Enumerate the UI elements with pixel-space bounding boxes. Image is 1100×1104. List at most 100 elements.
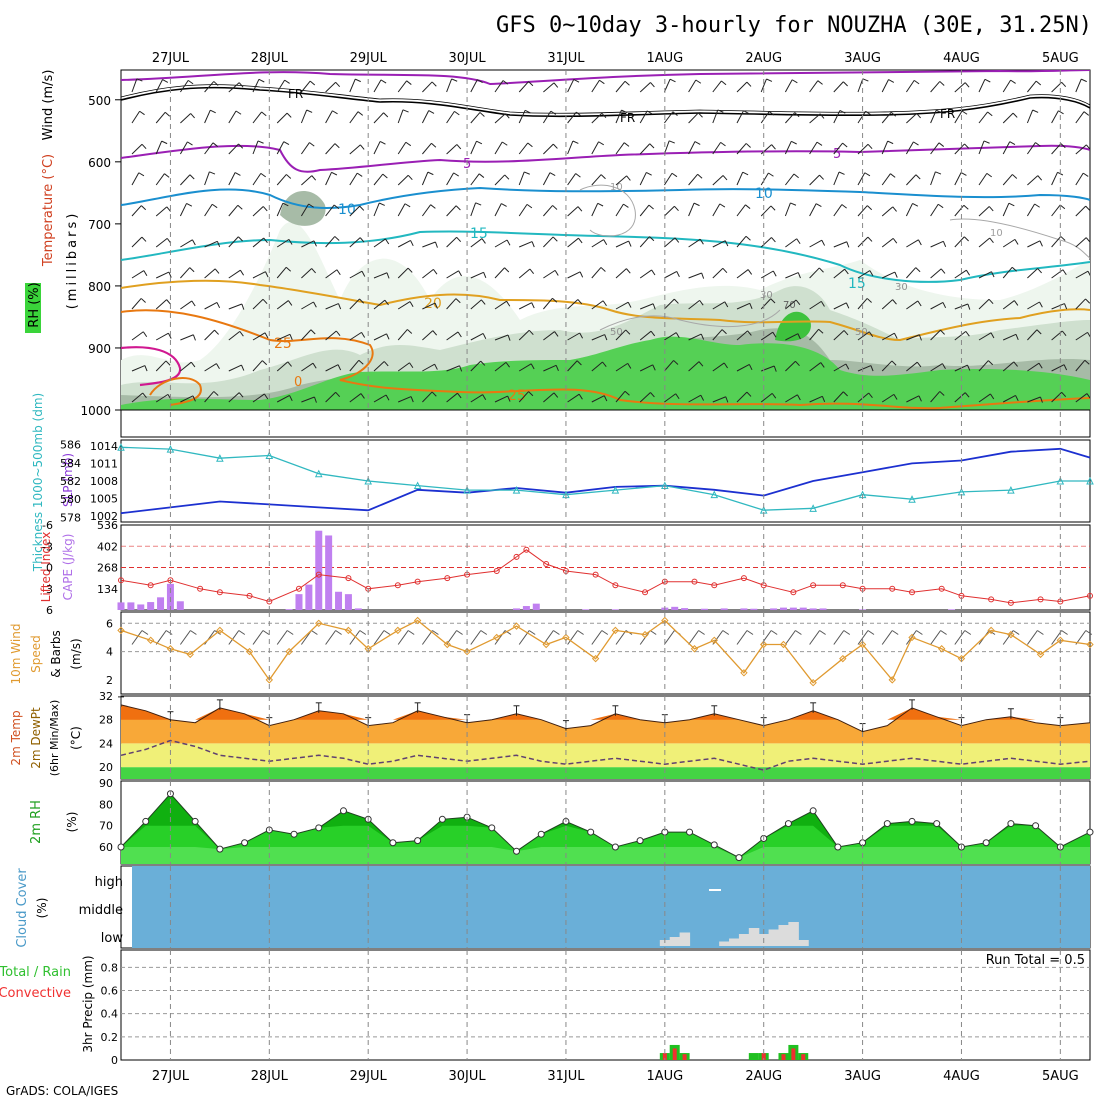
thickness-tick-label: 578 bbox=[60, 511, 81, 524]
wind-barb-flag bbox=[747, 269, 753, 275]
wind-barb-flag bbox=[434, 241, 438, 248]
wind-barb-flag bbox=[355, 78, 361, 83]
wind-barb-flag bbox=[168, 332, 172, 339]
wind-barb bbox=[301, 80, 311, 93]
wind-barb bbox=[760, 205, 772, 217]
wind-barb bbox=[276, 238, 290, 248]
wind-barb-flag bbox=[936, 109, 942, 114]
wind-barb bbox=[1051, 269, 1064, 279]
wind-barb bbox=[760, 111, 770, 124]
rh-point bbox=[537, 830, 545, 838]
li-point bbox=[790, 589, 797, 596]
wind-barb-flag bbox=[238, 392, 244, 398]
wind-barb-flag bbox=[505, 113, 510, 119]
wind-barb bbox=[180, 361, 192, 372]
wind-barb-flag bbox=[819, 113, 825, 119]
wind-barb-flag bbox=[528, 329, 534, 336]
wind-barb-flag bbox=[312, 362, 317, 369]
wind-barb-flag bbox=[846, 241, 850, 248]
isotherm-30-lower bbox=[149, 377, 202, 406]
wind-barb-flag bbox=[142, 392, 147, 399]
wind-barb bbox=[252, 79, 260, 93]
rh-point bbox=[735, 854, 743, 862]
contour-label-fr-3: FR bbox=[940, 107, 955, 121]
thickness-point bbox=[364, 476, 373, 485]
surface-wind-barb-flag bbox=[553, 630, 560, 635]
wind-barb-flag bbox=[168, 271, 172, 278]
wind-barb bbox=[397, 329, 408, 341]
wind-barb bbox=[519, 241, 533, 248]
wind-barb-flag bbox=[262, 298, 268, 305]
wind-barb bbox=[809, 300, 822, 310]
wind-speed-point bbox=[394, 626, 402, 635]
wind-barb-flag bbox=[1087, 332, 1090, 338]
precip-conv-bar bbox=[781, 1054, 786, 1060]
rh-point bbox=[636, 837, 644, 845]
cloud-middle-mark bbox=[709, 889, 721, 891]
wind-barb-flag bbox=[598, 141, 605, 146]
wind-barb bbox=[784, 79, 793, 93]
wind-barb bbox=[785, 238, 798, 248]
wind-barb bbox=[155, 206, 168, 217]
wind-barb-flag bbox=[894, 271, 898, 278]
wind-barb-flag bbox=[770, 205, 776, 211]
wind-barb-flag bbox=[529, 268, 535, 275]
wind-barb bbox=[688, 79, 697, 93]
wind-barb-flag bbox=[164, 173, 170, 178]
wind-barb bbox=[301, 240, 315, 248]
wind-barb-flag bbox=[917, 239, 922, 246]
wind-barb bbox=[228, 82, 240, 93]
precip-conv-bar bbox=[791, 1048, 796, 1060]
wind-barb-flag bbox=[455, 298, 461, 304]
wind-barb-flag bbox=[577, 299, 583, 305]
wind-barb-flag bbox=[165, 360, 171, 366]
surface-wind-barb bbox=[252, 630, 264, 645]
cape-bar bbox=[779, 607, 787, 610]
wind-barb-flag bbox=[507, 334, 511, 341]
surface-wind-barb-flag bbox=[528, 630, 536, 635]
wind-barb-flag bbox=[820, 362, 825, 368]
wind-speed-point bbox=[493, 633, 501, 642]
wind-barb bbox=[930, 110, 937, 124]
wind-barb-flag bbox=[597, 202, 604, 207]
wind-barb bbox=[615, 240, 629, 248]
wind-barb-flag bbox=[746, 391, 752, 397]
wind-barb bbox=[494, 141, 503, 155]
wind-barb-flag bbox=[891, 360, 897, 366]
wind-barb-flag bbox=[868, 331, 874, 338]
li-point bbox=[315, 571, 322, 578]
wind-barb-flag bbox=[866, 298, 872, 303]
rh-point bbox=[834, 843, 842, 851]
wind-barb-flag bbox=[192, 395, 196, 402]
low-cloud-bar bbox=[778, 925, 789, 946]
wind-barb-flag bbox=[772, 331, 777, 338]
wind-barb bbox=[1027, 240, 1041, 248]
wind-barb-flag bbox=[237, 204, 243, 210]
wind-barb-flag bbox=[241, 364, 245, 371]
wind-barb bbox=[591, 141, 600, 155]
surface-wind-barb bbox=[155, 630, 167, 645]
wind-barb-flag bbox=[432, 330, 438, 336]
wind-barb bbox=[809, 395, 823, 403]
wind-barb-flag bbox=[459, 365, 463, 372]
wind-barb-flag bbox=[721, 80, 727, 86]
cape-bar bbox=[137, 604, 145, 610]
rh-point bbox=[438, 815, 446, 823]
wind-barb bbox=[252, 298, 264, 310]
wind-barb-flag bbox=[676, 271, 680, 278]
surface-wind-barb-flag bbox=[407, 630, 415, 635]
wind-barb bbox=[1002, 203, 1010, 217]
wind-barb bbox=[179, 203, 187, 217]
rh-point bbox=[315, 824, 323, 832]
wind-barb bbox=[591, 267, 602, 279]
wind-barb bbox=[881, 79, 890, 93]
wind-barb-flag bbox=[431, 391, 437, 397]
wind-barb bbox=[494, 203, 502, 217]
wind-barb bbox=[881, 332, 895, 341]
cloud-panel: Cloud Cover (%) high middle low bbox=[15, 865, 1091, 949]
wind-barb-flag bbox=[162, 79, 169, 83]
wind-barb-flag bbox=[1011, 266, 1018, 272]
wind-barb-flag bbox=[575, 173, 581, 178]
wind-barb-flag bbox=[675, 393, 680, 400]
surface-wind-barb-flag bbox=[335, 630, 342, 635]
